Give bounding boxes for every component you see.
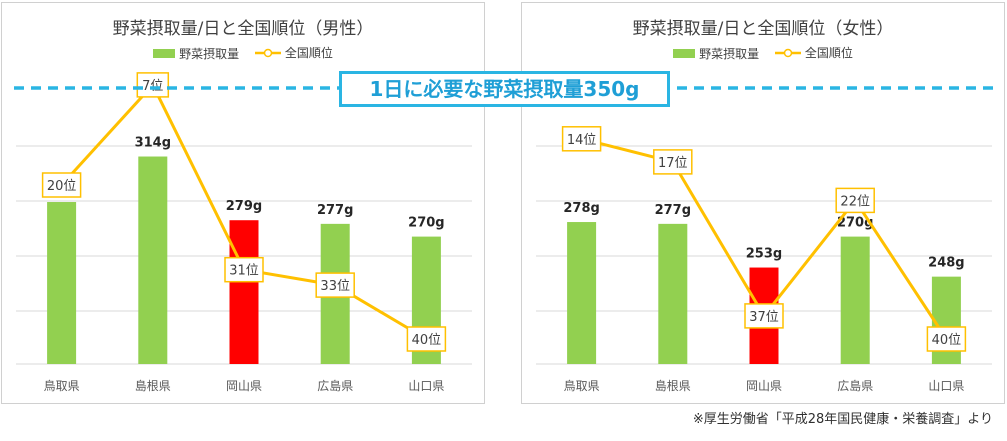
- bar-data-label: 279g: [226, 199, 262, 214]
- rank-label-box: [744, 303, 784, 329]
- rank-data-label: 40位: [932, 333, 962, 348]
- rank-label-box: [561, 126, 602, 152]
- target-banner: 1日に必要な野菜摂取量350g: [339, 71, 670, 107]
- legend-item-intake: 野菜摂取量: [673, 45, 759, 62]
- rank-data-label: 7位: [142, 79, 163, 94]
- legend-bar-swatch: [153, 48, 176, 58]
- bar: [658, 223, 688, 364]
- legend-label-rank: 全国順位: [284, 46, 333, 60]
- category-label: 島根県: [655, 378, 691, 393]
- legend-item-rank: 全国順位: [774, 44, 853, 61]
- legend-bar-swatch: [673, 48, 696, 58]
- bar-data-label: 277g: [655, 203, 691, 218]
- female-chart-plot: 278g 鳥取県 277g 島根県 253g 岡山県 270g 広島県 248g 山口県 14位 17…: [536, 126, 992, 393]
- rank-data-label: 20位: [47, 179, 77, 194]
- category-label: 広島県: [837, 378, 873, 393]
- rank-label-box: [653, 149, 693, 175]
- category-label: 山口県: [928, 379, 964, 393]
- legend-line-swatch: [774, 48, 801, 57]
- rank-data-label: 22位: [840, 194, 870, 209]
- legend-label-rank: 全国順位: [804, 46, 853, 60]
- source-footnote: ※厚生労働省「平成28年国民健康・栄養調査」より: [692, 412, 993, 427]
- male-chart-legend: 野菜摂取量 全国順位: [2, 44, 484, 62]
- legend-item-rank: 全国順位: [254, 44, 333, 61]
- bar-data-label: 277g: [317, 203, 353, 218]
- rank-data-label: 40位: [412, 333, 442, 348]
- bar-data-label: 248g: [928, 256, 964, 271]
- category-label: 広島県: [317, 378, 353, 393]
- bar-data-label: 253g: [746, 247, 782, 262]
- rank-data-label: 31位: [229, 264, 259, 279]
- bar-data-label: 270g: [837, 216, 873, 231]
- bar-data-label: 270g: [408, 216, 444, 231]
- male-chart-plot: 289g鳥取県314g島根県279g岡山県277g広島県270g山口県20位7位…: [16, 72, 472, 393]
- female-chart-title: 野菜摂取量/日と全国順位（女性）: [632, 19, 894, 39]
- rank-data-label: 14位: [567, 133, 597, 148]
- bar: [47, 202, 77, 364]
- rank-data-label: 33位: [320, 279, 350, 294]
- legend-label-intake: 野菜摂取量: [179, 46, 240, 61]
- category-label: 島根県: [135, 378, 171, 393]
- female-chart-panel: 野菜摂取量/日と全国順位（女性） 野菜摂取量 全国順位 278g 鳥取県 277g 島…: [521, 2, 1005, 404]
- category-label: 鳥取県: [564, 378, 600, 393]
- bar: [840, 236, 870, 364]
- rank-label-box: [835, 187, 875, 214]
- rank-label-box: [41, 172, 82, 198]
- bar-data-label: 314g: [135, 136, 171, 151]
- bar: [567, 222, 597, 364]
- rank-label-box: [926, 326, 967, 352]
- category-label: 岡山県: [746, 379, 782, 393]
- bar: [229, 220, 259, 364]
- rank-label-box: [406, 326, 447, 352]
- category-label: 岡山県: [226, 379, 262, 393]
- female-chart-legend: 野菜摂取量 全国順位: [522, 44, 1004, 62]
- rank-label-box: [224, 256, 264, 283]
- legend-label-intake: 野菜摂取量: [699, 46, 760, 61]
- legend-item-intake: 野菜摂取量: [153, 45, 239, 62]
- category-label: 山口県: [408, 379, 444, 393]
- category-label: 鳥取県: [44, 378, 80, 393]
- bar: [138, 156, 168, 364]
- male-chart-title: 野菜摂取量/日と全国順位（男性）: [112, 19, 374, 39]
- rank-label-box: [315, 272, 355, 298]
- rank-data-label: 17位: [658, 156, 688, 171]
- legend-line-swatch: [254, 48, 281, 57]
- rank-data-label: 37位: [749, 310, 779, 325]
- rank-label-box: [136, 72, 170, 98]
- male-chart-panel: 野菜摂取量/日と全国順位（男性） 野菜摂取量 全国順位 289g鳥取県314g島…: [1, 2, 485, 404]
- bar-data-label: 278g: [563, 201, 599, 216]
